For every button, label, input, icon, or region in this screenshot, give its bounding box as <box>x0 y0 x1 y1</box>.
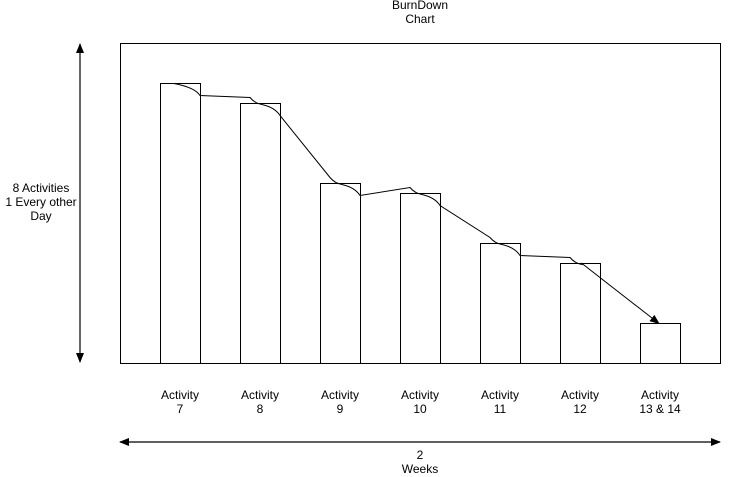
category-label-line: Activity <box>160 388 199 402</box>
category-label-1: Activity 7 <box>140 388 220 416</box>
category-label-7: Activity 13 & 14 <box>620 388 700 416</box>
category-label-line: Activity <box>240 388 279 402</box>
y-axis-label-line-1: 8 Activities <box>12 181 70 195</box>
bar-3 <box>320 183 361 364</box>
category-label-2: Activity 8 <box>220 388 300 416</box>
x-axis-label-line-1: 2 <box>416 448 424 462</box>
chart-title-line-2: Chart <box>405 12 435 26</box>
bar-1 <box>160 83 201 364</box>
y-axis-label-line-3: Day <box>30 209 52 223</box>
category-label-line: Activity <box>560 388 599 402</box>
bar-6 <box>560 263 601 364</box>
category-label-line: Activity <box>480 388 519 402</box>
category-label-line: 8 <box>256 402 264 416</box>
bar-4 <box>400 193 441 364</box>
bar-7 <box>640 323 681 364</box>
category-label-line: Activity <box>400 388 439 402</box>
category-label-line: 12 <box>573 402 587 416</box>
x-axis-label-line-2: Weeks <box>401 462 439 476</box>
category-label-line: 9 <box>336 402 344 416</box>
category-label-line: Activity <box>640 388 679 402</box>
y-axis-label: 8 Activities 1 Every other Day <box>0 181 82 223</box>
bars-group <box>160 83 681 364</box>
chart-title-line-1: BurnDown <box>391 0 449 12</box>
category-label-line: 13 & 14 <box>639 402 681 416</box>
bar-2 <box>240 103 281 364</box>
category-label-3: Activity 9 <box>300 388 380 416</box>
burndown-trend-line <box>173 83 660 325</box>
category-label-4: Activity 10 <box>380 388 460 416</box>
chart-title: BurnDown Chart <box>370 0 470 26</box>
category-label-line: 7 <box>176 402 184 416</box>
category-label-line: Activity <box>320 388 359 402</box>
bar-5 <box>480 243 521 364</box>
category-label-line: 10 <box>413 402 427 416</box>
category-label-line: 11 <box>493 402 507 416</box>
x-axis-label: 2 Weeks <box>370 448 470 476</box>
category-label-5: Activity 11 <box>460 388 540 416</box>
category-label-6: Activity 12 <box>540 388 620 416</box>
y-axis-label-line-2: 1 Every other <box>5 195 77 209</box>
